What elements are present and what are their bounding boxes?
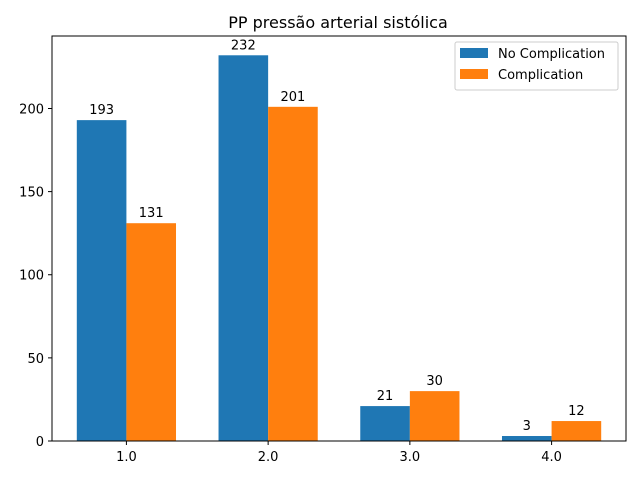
- data-label-complication-2-0: 201: [281, 90, 306, 105]
- bar-no-complication-3-0: [360, 406, 410, 441]
- legend-label-no-complication: No Complication: [498, 47, 605, 62]
- y-tick-label-50: 50: [27, 352, 44, 367]
- bars-layer: [76, 55, 602, 442]
- bar-complication-1-0: [126, 223, 177, 441]
- bar-complication-2-0: [268, 106, 318, 441]
- y-tick-label-100: 100: [19, 269, 44, 284]
- legend-box: [454, 41, 619, 91]
- y-tick-label-0: 0: [36, 435, 44, 450]
- legend: No Complication Complication: [454, 41, 619, 91]
- bar-complication-4-0: [551, 421, 602, 441]
- legend-swatch-no-complication: [460, 48, 488, 58]
- data-label-no-complication-2-0: 232: [231, 38, 256, 53]
- x-tick-label-3-0: 3.0: [400, 450, 421, 465]
- data-labels-layer: 193 232 21 3 131 201 30 12: [89, 38, 584, 434]
- x-tick-label-1-0: 1.0: [116, 450, 137, 465]
- data-label-complication-3-0: 30: [426, 374, 443, 389]
- bar-no-complication-2-0: [218, 55, 269, 442]
- data-label-complication-4-0: 12: [568, 404, 585, 419]
- legend-label-complication: Complication: [498, 68, 583, 83]
- bar-no-complication-4-0: [501, 436, 552, 441]
- legend-swatch-complication: [460, 69, 488, 79]
- x-tick-label-4-0: 4.0: [541, 450, 562, 465]
- plot-frame: [51, 35, 627, 442]
- data-label-no-complication-3-0: 21: [377, 389, 394, 404]
- x-tick-label-2-0: 2.0: [258, 450, 279, 465]
- axes-layer: 0 50 100 150 200 1.0 2.0 3.0 4.0: [19, 35, 627, 465]
- data-label-complication-1-0: 131: [139, 206, 164, 221]
- bar-complication-3-0: [409, 391, 460, 441]
- chart-title: PP pressão arterial sistólica: [228, 13, 448, 32]
- y-tick-label-150: 150: [19, 186, 44, 201]
- data-label-no-complication-4-0: 3: [523, 419, 531, 434]
- data-label-no-complication-1-0: 193: [89, 103, 114, 118]
- bar-no-complication-1-0: [76, 120, 127, 442]
- y-tick-label-200: 200: [19, 102, 44, 117]
